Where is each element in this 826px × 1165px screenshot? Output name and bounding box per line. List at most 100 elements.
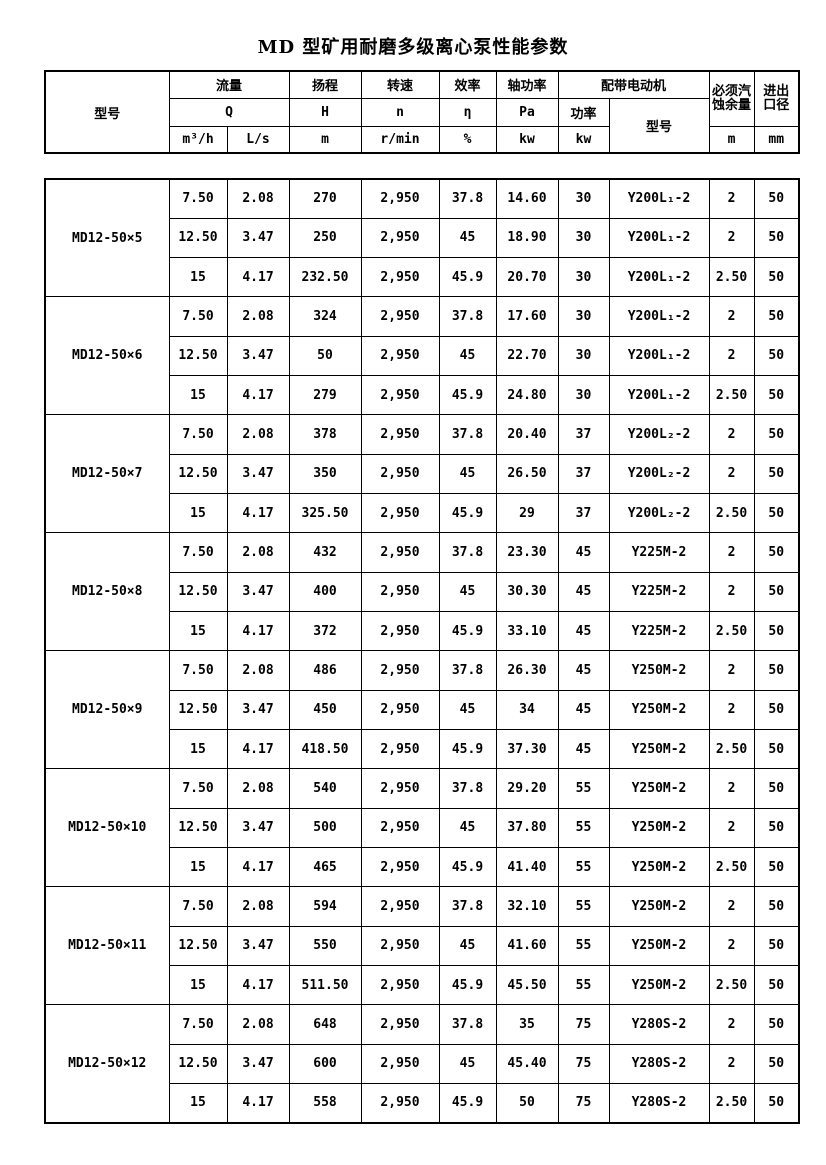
shaft-power-cell: 45.40	[495, 1043, 559, 1085]
table-row: 12.50 3.47 400 2,950 45 30.30 45 Y225M-2 2 50	[45, 571, 800, 613]
header-model: 型号	[44, 70, 170, 154]
speed-cell: 2,950	[360, 611, 440, 652]
motor-model-cell: Y200L₁-2	[608, 296, 710, 337]
motor-model-cell: Y280S-2	[608, 1083, 710, 1124]
flow-m3h-cell: 7.50	[168, 532, 228, 573]
header-motor-power-unit: kw	[557, 125, 610, 154]
shaft-power-cell: 37.80	[495, 807, 559, 849]
flow-m3h-cell: 7.50	[168, 178, 228, 219]
shaft-power-cell: 32.10	[495, 886, 559, 927]
motor-model-cell: Y200L₁-2	[608, 257, 710, 298]
motor-model-cell: Y250M-2	[608, 729, 710, 770]
motor-power-cell: 55	[557, 768, 610, 809]
efficiency-cell: 37.8	[438, 768, 497, 809]
npsh-cell: 2	[708, 807, 755, 849]
speed-cell: 2,950	[360, 807, 440, 849]
motor-model-cell: Y280S-2	[608, 1043, 710, 1085]
port-cell: 50	[753, 611, 800, 652]
motor-model-cell: Y200L₁-2	[608, 375, 710, 416]
flow-m3h-cell: 15	[168, 611, 228, 652]
efficiency-cell: 45.9	[438, 965, 497, 1006]
table-row: MD12-50×8 7.50 2.08 432 2,950 37.8 23.30 45 Y225…	[44, 532, 800, 652]
header-head-symbol: H	[288, 97, 362, 127]
header-head-unit: m	[288, 125, 362, 154]
header-motor-power: 功率	[557, 97, 610, 127]
table-row: 12.50 3.47 50 2,950 45 22.70 30 Y200L₁-2 2 50	[45, 335, 800, 377]
motor-power-cell: 55	[557, 925, 610, 967]
head-cell: 465	[288, 847, 362, 888]
motor-power-cell: 75	[557, 1004, 610, 1045]
motor-power-cell: 45	[557, 611, 610, 652]
head-cell: 450	[288, 689, 362, 731]
motor-power-cell: 37	[557, 493, 610, 534]
flow-m3h-cell: 12.50	[168, 217, 228, 259]
table-row: 15 4.17 511.50 2,950 45.9 45.50 55 Y250M-2 2.50 5…	[45, 965, 800, 1006]
speed-cell: 2,950	[360, 847, 440, 888]
table-row: 15 4.17 325.50 2,950 45.9 29 37 Y200L₂-2 2.50 50	[45, 493, 800, 534]
flow-ls-cell: 4.17	[226, 493, 290, 534]
shaft-power-cell: 50	[495, 1083, 559, 1124]
flow-ls-cell: 3.47	[226, 807, 290, 849]
port-cell: 50	[753, 493, 800, 534]
header-head: 扬程	[288, 70, 362, 99]
flow-m3h-cell: 12.50	[168, 571, 228, 613]
table-row: 15 4.17 558 2,950 45.9 50 75 Y280S-2 2.50 50	[45, 1083, 800, 1124]
motor-model-cell: Y225M-2	[608, 611, 710, 652]
flow-m3h-cell: 7.50	[168, 768, 228, 809]
header-flow: 流量	[168, 70, 290, 99]
flow-m3h-cell: 12.50	[168, 335, 228, 377]
head-cell: 270	[288, 178, 362, 219]
shaft-power-cell: 35	[495, 1004, 559, 1045]
shaft-power-cell: 20.70	[495, 257, 559, 298]
flow-m3h-cell: 15	[168, 493, 228, 534]
npsh-cell: 2	[708, 217, 755, 259]
flow-m3h-cell: 12.50	[168, 689, 228, 731]
flow-ls-cell: 4.17	[226, 611, 290, 652]
flow-m3h-cell: 7.50	[168, 1004, 228, 1045]
header-efficiency-unit: %	[438, 125, 497, 154]
speed-cell: 2,950	[360, 532, 440, 573]
shaft-power-cell: 29.20	[495, 768, 559, 809]
shaft-power-cell: 22.70	[495, 335, 559, 377]
header-port-line2: 口径	[763, 97, 790, 113]
port-cell: 50	[753, 375, 800, 416]
header-motor: 配带电动机	[557, 70, 710, 99]
shaft-power-cell: 30.30	[495, 571, 559, 613]
motor-model-cell: Y225M-2	[608, 532, 710, 573]
head-cell: 378	[288, 414, 362, 455]
head-cell: 511.50	[288, 965, 362, 1006]
head-cell: 500	[288, 807, 362, 849]
motor-model-cell: Y200L₁-2	[608, 335, 710, 377]
header-port-line1: 进出	[763, 84, 790, 100]
head-cell: 250	[288, 217, 362, 259]
efficiency-cell: 37.8	[438, 296, 497, 337]
motor-model-cell: Y250M-2	[608, 689, 710, 731]
motor-power-cell: 37	[557, 453, 610, 495]
speed-cell: 2,950	[360, 1043, 440, 1085]
flow-ls-cell: 3.47	[226, 689, 290, 731]
pump-model-cell: MD12-50×9	[44, 650, 170, 770]
shaft-power-cell: 41.40	[495, 847, 559, 888]
npsh-cell: 2	[708, 925, 755, 967]
table-row: MD12-50×9 7.50 2.08 486 2,950 37.8 26.30 45 Y250…	[44, 650, 800, 770]
motor-model-cell: Y250M-2	[608, 925, 710, 967]
pump-model-cell: MD12-50×6	[44, 296, 170, 416]
npsh-cell: 2.50	[708, 1083, 755, 1124]
flow-ls-cell: 2.08	[226, 178, 290, 219]
shaft-power-cell: 33.10	[495, 611, 559, 652]
flow-ls-cell: 4.17	[226, 965, 290, 1006]
speed-cell: 2,950	[360, 571, 440, 613]
table-row: 12.50 3.47 450 2,950 45 34 45 Y250M-2 2 50	[45, 689, 800, 731]
flow-m3h-cell: 15	[168, 847, 228, 888]
motor-power-cell: 45	[557, 571, 610, 613]
header-motor-model: 型号	[608, 97, 710, 154]
speed-cell: 2,950	[360, 217, 440, 259]
table-row: 12.50 3.47 550 2,950 45 41.60 55 Y250M-2 2 50	[45, 925, 800, 967]
shaft-power-cell: 14.60	[495, 178, 559, 219]
efficiency-cell: 45	[438, 217, 497, 259]
motor-power-cell: 30	[557, 335, 610, 377]
flow-m3h-cell: 15	[168, 1083, 228, 1124]
port-cell: 50	[753, 414, 800, 455]
npsh-cell: 2.50	[708, 493, 755, 534]
